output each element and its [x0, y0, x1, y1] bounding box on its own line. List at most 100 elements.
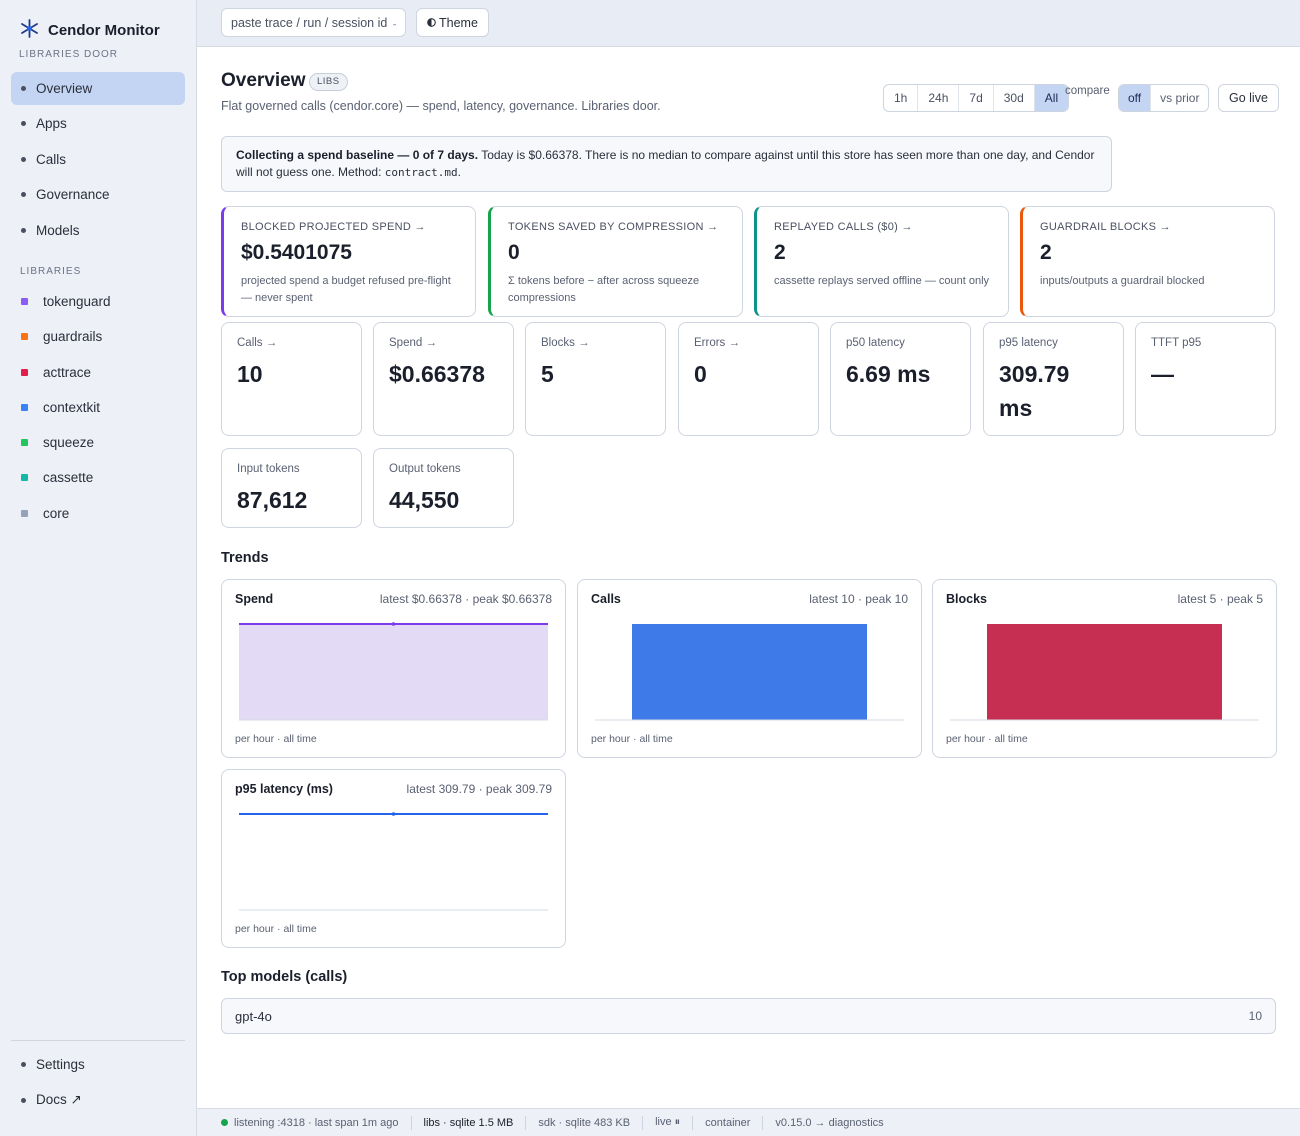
- stat-value: 87,612: [237, 487, 308, 513]
- stat-spend[interactable]: Spend → $0.66378: [373, 322, 514, 436]
- kpi-value: 0: [508, 241, 520, 264]
- trend-title: Calls: [591, 592, 621, 606]
- stat-blocks[interactable]: Blocks → 5: [525, 322, 666, 436]
- nav-item-models[interactable]: Models: [11, 214, 185, 247]
- library-color-swatch: [21, 439, 28, 447]
- trend-card-blocks: Blocks latest 5 · peak 5 per hour · all …: [932, 579, 1277, 758]
- nav-item-governance[interactable]: Governance: [11, 178, 185, 211]
- library-label: squeeze: [43, 435, 95, 451]
- range-24h[interactable]: 24h: [918, 85, 960, 111]
- library-label: acttrace: [43, 364, 92, 380]
- stat-ttft-p95: TTFT p95 —: [1135, 322, 1276, 436]
- compare-vs-prior[interactable]: vs prior: [1160, 91, 1200, 105]
- trend-title: p95 latency (ms): [235, 782, 333, 796]
- page-subtitle: Flat governed calls (cendor.core) — spen…: [221, 99, 661, 113]
- status-sdk-store[interactable]: sdk · sqlite 483 KB: [526, 1115, 644, 1130]
- range-1h[interactable]: 1h: [884, 85, 919, 111]
- nav-item-calls[interactable]: Calls: [11, 143, 185, 176]
- library-item-guardrails[interactable]: guardrails: [11, 320, 185, 353]
- blocks-bar: [987, 624, 1222, 720]
- theme-label: Theme: [439, 15, 478, 30]
- nav-item-overview[interactable]: Overview: [11, 72, 185, 105]
- model-row[interactable]: gpt-4o 10: [221, 998, 1276, 1034]
- stat-label: Input tokens: [237, 463, 300, 475]
- trend-meta: latest 5 · peak 5: [1177, 592, 1263, 606]
- status-listening-text: listening :4318 · last span 1m ago: [234, 1116, 399, 1129]
- nav-label: Apps: [36, 116, 67, 132]
- bullet-icon: [21, 156, 26, 162]
- model-call-count: 10: [1248, 1009, 1262, 1023]
- notice-end: .: [457, 165, 461, 179]
- trend-meta: latest 309.79 · peak 309.79: [406, 782, 552, 796]
- library-label: cassette: [43, 470, 94, 486]
- compare-off[interactable]: off: [1119, 85, 1152, 111]
- stat-calls[interactable]: Calls → 10: [221, 322, 362, 436]
- half-circle-icon: [427, 16, 436, 30]
- kpi-tokens-saved[interactable]: TOKENS SAVED BY COMPRESSION → 0 Σ tokens…: [488, 206, 743, 317]
- stat-p95-latency: p95 latency 309.79 ms: [983, 322, 1124, 436]
- live-status-dot-icon: [221, 1119, 228, 1126]
- time-range-selector: 1h 24h 7d 30d All: [883, 84, 1070, 112]
- nav-item-docs[interactable]: Docs ↗: [11, 1084, 185, 1117]
- stat-errors[interactable]: Errors → 0: [678, 322, 819, 436]
- trend-card-calls: Calls latest 10 · peak 10 per hour · all…: [577, 579, 922, 758]
- library-label: tokenguard: [43, 294, 111, 309]
- go-live-button[interactable]: Go live: [1218, 84, 1279, 112]
- bullet-icon: [21, 192, 26, 198]
- bullet-icon: [21, 1062, 26, 1067]
- kpi-description: inputs/outputs a guardrail blocked: [1040, 275, 1205, 287]
- stat-p50-latency: p50 latency 6.69 ms: [830, 322, 971, 436]
- trend-footnote: per hour · all time: [235, 733, 317, 745]
- library-color-swatch: [21, 368, 28, 376]
- nav-label: Models: [36, 222, 80, 238]
- library-item-contextkit[interactable]: contextkit: [11, 391, 185, 424]
- library-item-core[interactable]: core: [11, 497, 185, 530]
- bullet-icon: [21, 121, 26, 127]
- library-item-acttrace[interactable]: acttrace: [11, 356, 185, 389]
- trend-title: Blocks: [946, 592, 987, 606]
- kpi-guardrail-blocks[interactable]: GUARDRAIL BLOCKS → 2 inputs/outputs a gu…: [1020, 206, 1275, 317]
- kpi-replayed-calls[interactable]: REPLAYED CALLS ($0) → 2 cassette replays…: [754, 206, 1009, 317]
- status-libs-store[interactable]: libs · sqlite 1.5 MB: [412, 1115, 527, 1130]
- library-item-squeeze[interactable]: squeeze: [11, 426, 185, 459]
- theme-button[interactable]: Theme: [416, 8, 489, 37]
- main-content: Overview LIBS Flat governed calls (cendo…: [197, 47, 1300, 1108]
- stat-value: —: [1151, 361, 1174, 387]
- app-subtitle: LIBRARIES DOOR: [19, 49, 119, 60]
- library-color-swatch: [21, 474, 28, 482]
- library-color-swatch: [21, 333, 28, 341]
- kpi-value: 2: [1040, 241, 1052, 264]
- library-item-cassette[interactable]: cassette: [11, 461, 185, 494]
- trend-footnote: per hour · all time: [591, 733, 673, 745]
- nav-label: Settings: [36, 1057, 85, 1072]
- kpi-description: projected spend a budget refused pre-fli…: [241, 275, 451, 304]
- model-name: gpt-4o: [235, 1008, 272, 1024]
- library-label: contextkit: [43, 399, 101, 415]
- main-nav: Overview Apps Calls Governance Models: [11, 72, 185, 249]
- nav-label: Overview: [36, 81, 93, 96]
- range-all[interactable]: All: [1034, 85, 1069, 111]
- stat-value: 0: [694, 361, 707, 387]
- nav-label: Calls: [36, 151, 67, 167]
- status-version-diagnostics[interactable]: v0.15.0 → diagnostics: [775, 1116, 884, 1129]
- stat-label: p95 latency: [999, 337, 1058, 349]
- nav-item-apps[interactable]: Apps: [11, 107, 185, 140]
- sidebar: Cendor Monitor LIBRARIES DOOR Overview A…: [0, 0, 197, 1136]
- kpi-blocked-spend[interactable]: BLOCKED PROJECTED SPEND → $0.5401075 pro…: [221, 206, 476, 317]
- library-item-tokenguard[interactable]: tokenguard: [11, 285, 185, 318]
- blocks-bar-chart: [950, 624, 1259, 721]
- trace-search-input[interactable]: [221, 8, 406, 37]
- range-30d[interactable]: 30d: [994, 85, 1035, 111]
- nav-item-settings[interactable]: Settings: [11, 1048, 185, 1081]
- status-container[interactable]: container: [693, 1115, 764, 1130]
- p95-line-chart: [239, 812, 548, 911]
- stat-value: 5: [541, 361, 554, 387]
- stat-label: Errors →: [694, 337, 740, 349]
- p95-point: [391, 812, 396, 816]
- brand[interactable]: Cendor Monitor: [19, 18, 160, 42]
- stat-label: p50 latency: [846, 337, 905, 349]
- range-7d[interactable]: 7d: [959, 85, 994, 111]
- stat-value: $0.66378: [389, 361, 485, 387]
- status-live-toggle[interactable]: live ⏸: [643, 1115, 694, 1130]
